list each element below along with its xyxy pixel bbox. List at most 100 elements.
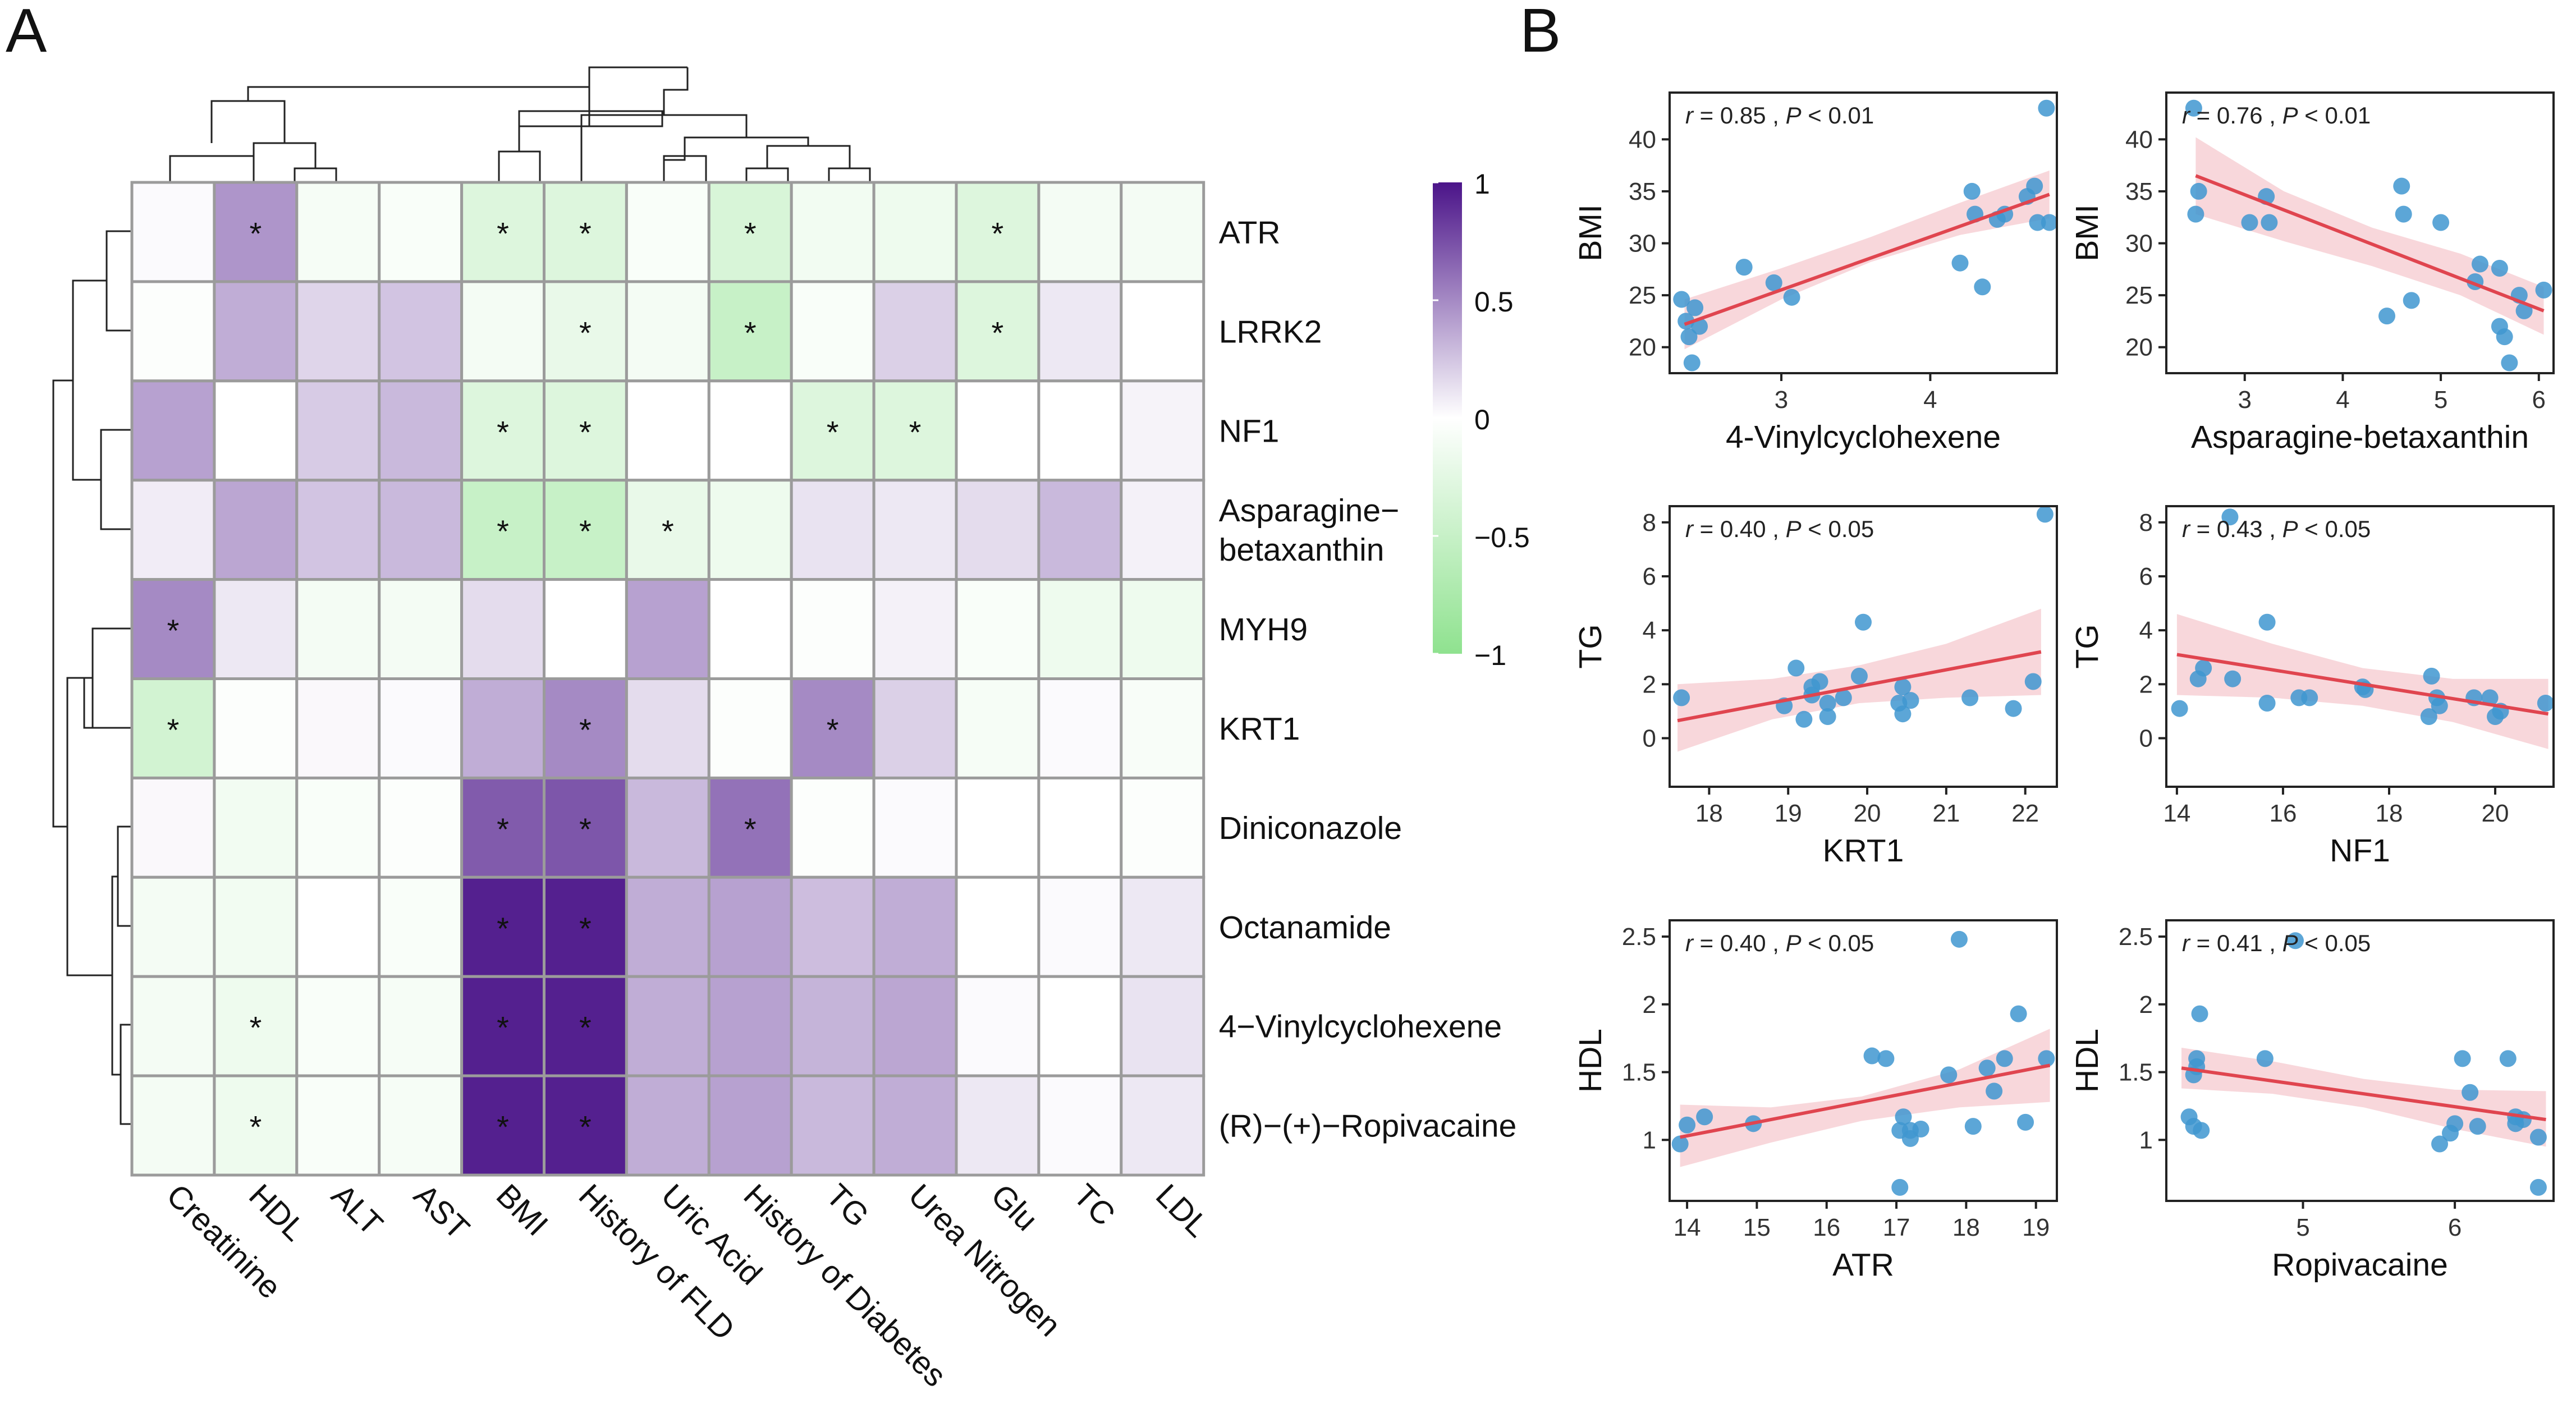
color-scale-label: −0.5	[1474, 522, 1530, 553]
significance-star: *	[497, 215, 509, 251]
heatmap-cell	[378, 776, 464, 879]
data-point	[1877, 1050, 1895, 1067]
heatmap-cell	[295, 280, 381, 383]
heatmap-cell	[955, 776, 1041, 879]
heatmap-cell	[543, 975, 628, 1077]
significance-star: *	[579, 414, 592, 449]
heatmap-cell	[1120, 280, 1206, 383]
significance-star: *	[579, 215, 592, 251]
data-point	[1783, 288, 1800, 306]
significance-star: *	[497, 811, 509, 847]
y-tick-label: 2	[1643, 671, 1656, 698]
x-tick-label: 5	[2296, 1214, 2309, 1241]
heatmap-cell	[872, 975, 958, 1077]
y-tick-label: 25	[1629, 282, 1656, 309]
heatmap-cell	[625, 181, 711, 283]
heatmap-cell	[1037, 677, 1123, 779]
r-value: = 0.76 ,	[2190, 102, 2282, 129]
heatmap-cell	[130, 975, 216, 1077]
heatmap-cell	[295, 875, 381, 978]
heatmap-cell	[460, 280, 546, 383]
data-point	[2514, 1111, 2532, 1129]
scatter-panel: 3 4 5 6 20 25 30 35 40 Asparagine-betaxanthin BMI r…	[2069, 91, 2555, 455]
significance-star: *	[497, 1010, 509, 1045]
color-scale-label: 0.5	[1474, 286, 1514, 318]
y-tick-label: 20	[2125, 334, 2153, 361]
heatmap-cell	[378, 578, 464, 680]
p-value: < 0.01	[2298, 102, 2371, 129]
row-label: LRRK2	[1219, 314, 1322, 350]
significance-star: *	[744, 215, 757, 251]
heatmap-cell	[543, 776, 628, 879]
heatmap-cell	[955, 479, 1041, 581]
data-point	[2221, 508, 2239, 526]
panel-label-a: A	[6, 0, 47, 65]
heatmap-cell	[1120, 975, 1206, 1077]
correlation-annotation: r = 0.76 , P < 0.01	[2182, 102, 2371, 129]
p-symbol: P	[2282, 516, 2298, 542]
p-value: < 0.05	[1802, 930, 1874, 956]
significance-star: *	[167, 613, 180, 648]
data-point	[1765, 274, 1782, 291]
y-tick-label: 0	[1643, 724, 1656, 752]
y-tick-label: 2.5	[1622, 923, 1656, 951]
heatmap-cell	[955, 1074, 1041, 1177]
data-point	[2378, 308, 2396, 325]
p-value: < 0.05	[2298, 930, 2371, 956]
heatmap-cell	[460, 181, 546, 283]
data-point	[2529, 1178, 2547, 1196]
y-axis-label: BMI	[2069, 204, 2105, 261]
significance-star: *	[579, 1109, 592, 1145]
data-point	[1835, 689, 1852, 707]
data-point	[2258, 694, 2276, 712]
data-point	[1863, 1047, 1881, 1065]
data-point	[1787, 659, 1805, 677]
y-tick-label: 1	[1643, 1126, 1656, 1154]
r-value: = 0.43 ,	[2190, 516, 2282, 542]
heatmap-cell	[1037, 479, 1123, 581]
heatmap-cell	[872, 1074, 958, 1177]
data-point	[1673, 291, 1690, 308]
data-point	[1673, 689, 1690, 707]
data-point	[1819, 708, 1836, 725]
data-point	[2026, 177, 2043, 195]
data-point	[1683, 354, 1700, 371]
data-point	[2432, 214, 2450, 231]
heatmap-cell	[1120, 379, 1206, 482]
correlation-annotation: r = 0.85 , P < 0.01	[1685, 102, 1874, 129]
data-point	[2185, 99, 2202, 117]
y-tick-label: 25	[2125, 282, 2153, 309]
heatmap-cell	[625, 677, 711, 779]
significance-star: *	[744, 315, 757, 350]
heatmap-cell	[1037, 975, 1123, 1077]
p-value: < 0.01	[1802, 102, 1874, 129]
heatmap-cell	[625, 578, 711, 680]
data-point	[2301, 689, 2318, 707]
plot-frame	[1669, 505, 2058, 788]
heatmap-cell	[790, 776, 876, 879]
column-label: TC	[1066, 1177, 1122, 1233]
y-tick-label: 2	[1643, 991, 1656, 1019]
heatmap-cell	[955, 280, 1041, 383]
significance-star: *	[579, 513, 592, 549]
regression-line	[1684, 192, 2050, 326]
data-point	[2256, 1050, 2274, 1067]
column-label: AST	[407, 1177, 476, 1247]
r-symbol: r	[1685, 102, 1694, 129]
color-scale-label: −1	[1474, 640, 1506, 671]
data-point	[2469, 1118, 2486, 1135]
y-tick-label: 35	[2125, 178, 2153, 205]
y-tick-label: 8	[1643, 509, 1656, 536]
heatmap-cell	[707, 379, 793, 482]
row-label: KRT1	[1219, 711, 1300, 747]
heatmap-cell	[378, 379, 464, 482]
data-point	[2193, 1122, 2210, 1139]
scatter-panel: 14 15 16 17 18 19 1 1.5 2 2.5 ATR HDL r = 0.40 , P <…	[1573, 919, 2058, 1283]
heatmap-cell	[707, 479, 793, 581]
y-tick-label: 1	[2139, 1126, 2153, 1154]
heatmap-cell	[872, 875, 958, 978]
data-point	[1996, 1050, 2013, 1067]
x-axis-label: NF1	[2330, 833, 2390, 869]
data-point	[1964, 1118, 1982, 1135]
